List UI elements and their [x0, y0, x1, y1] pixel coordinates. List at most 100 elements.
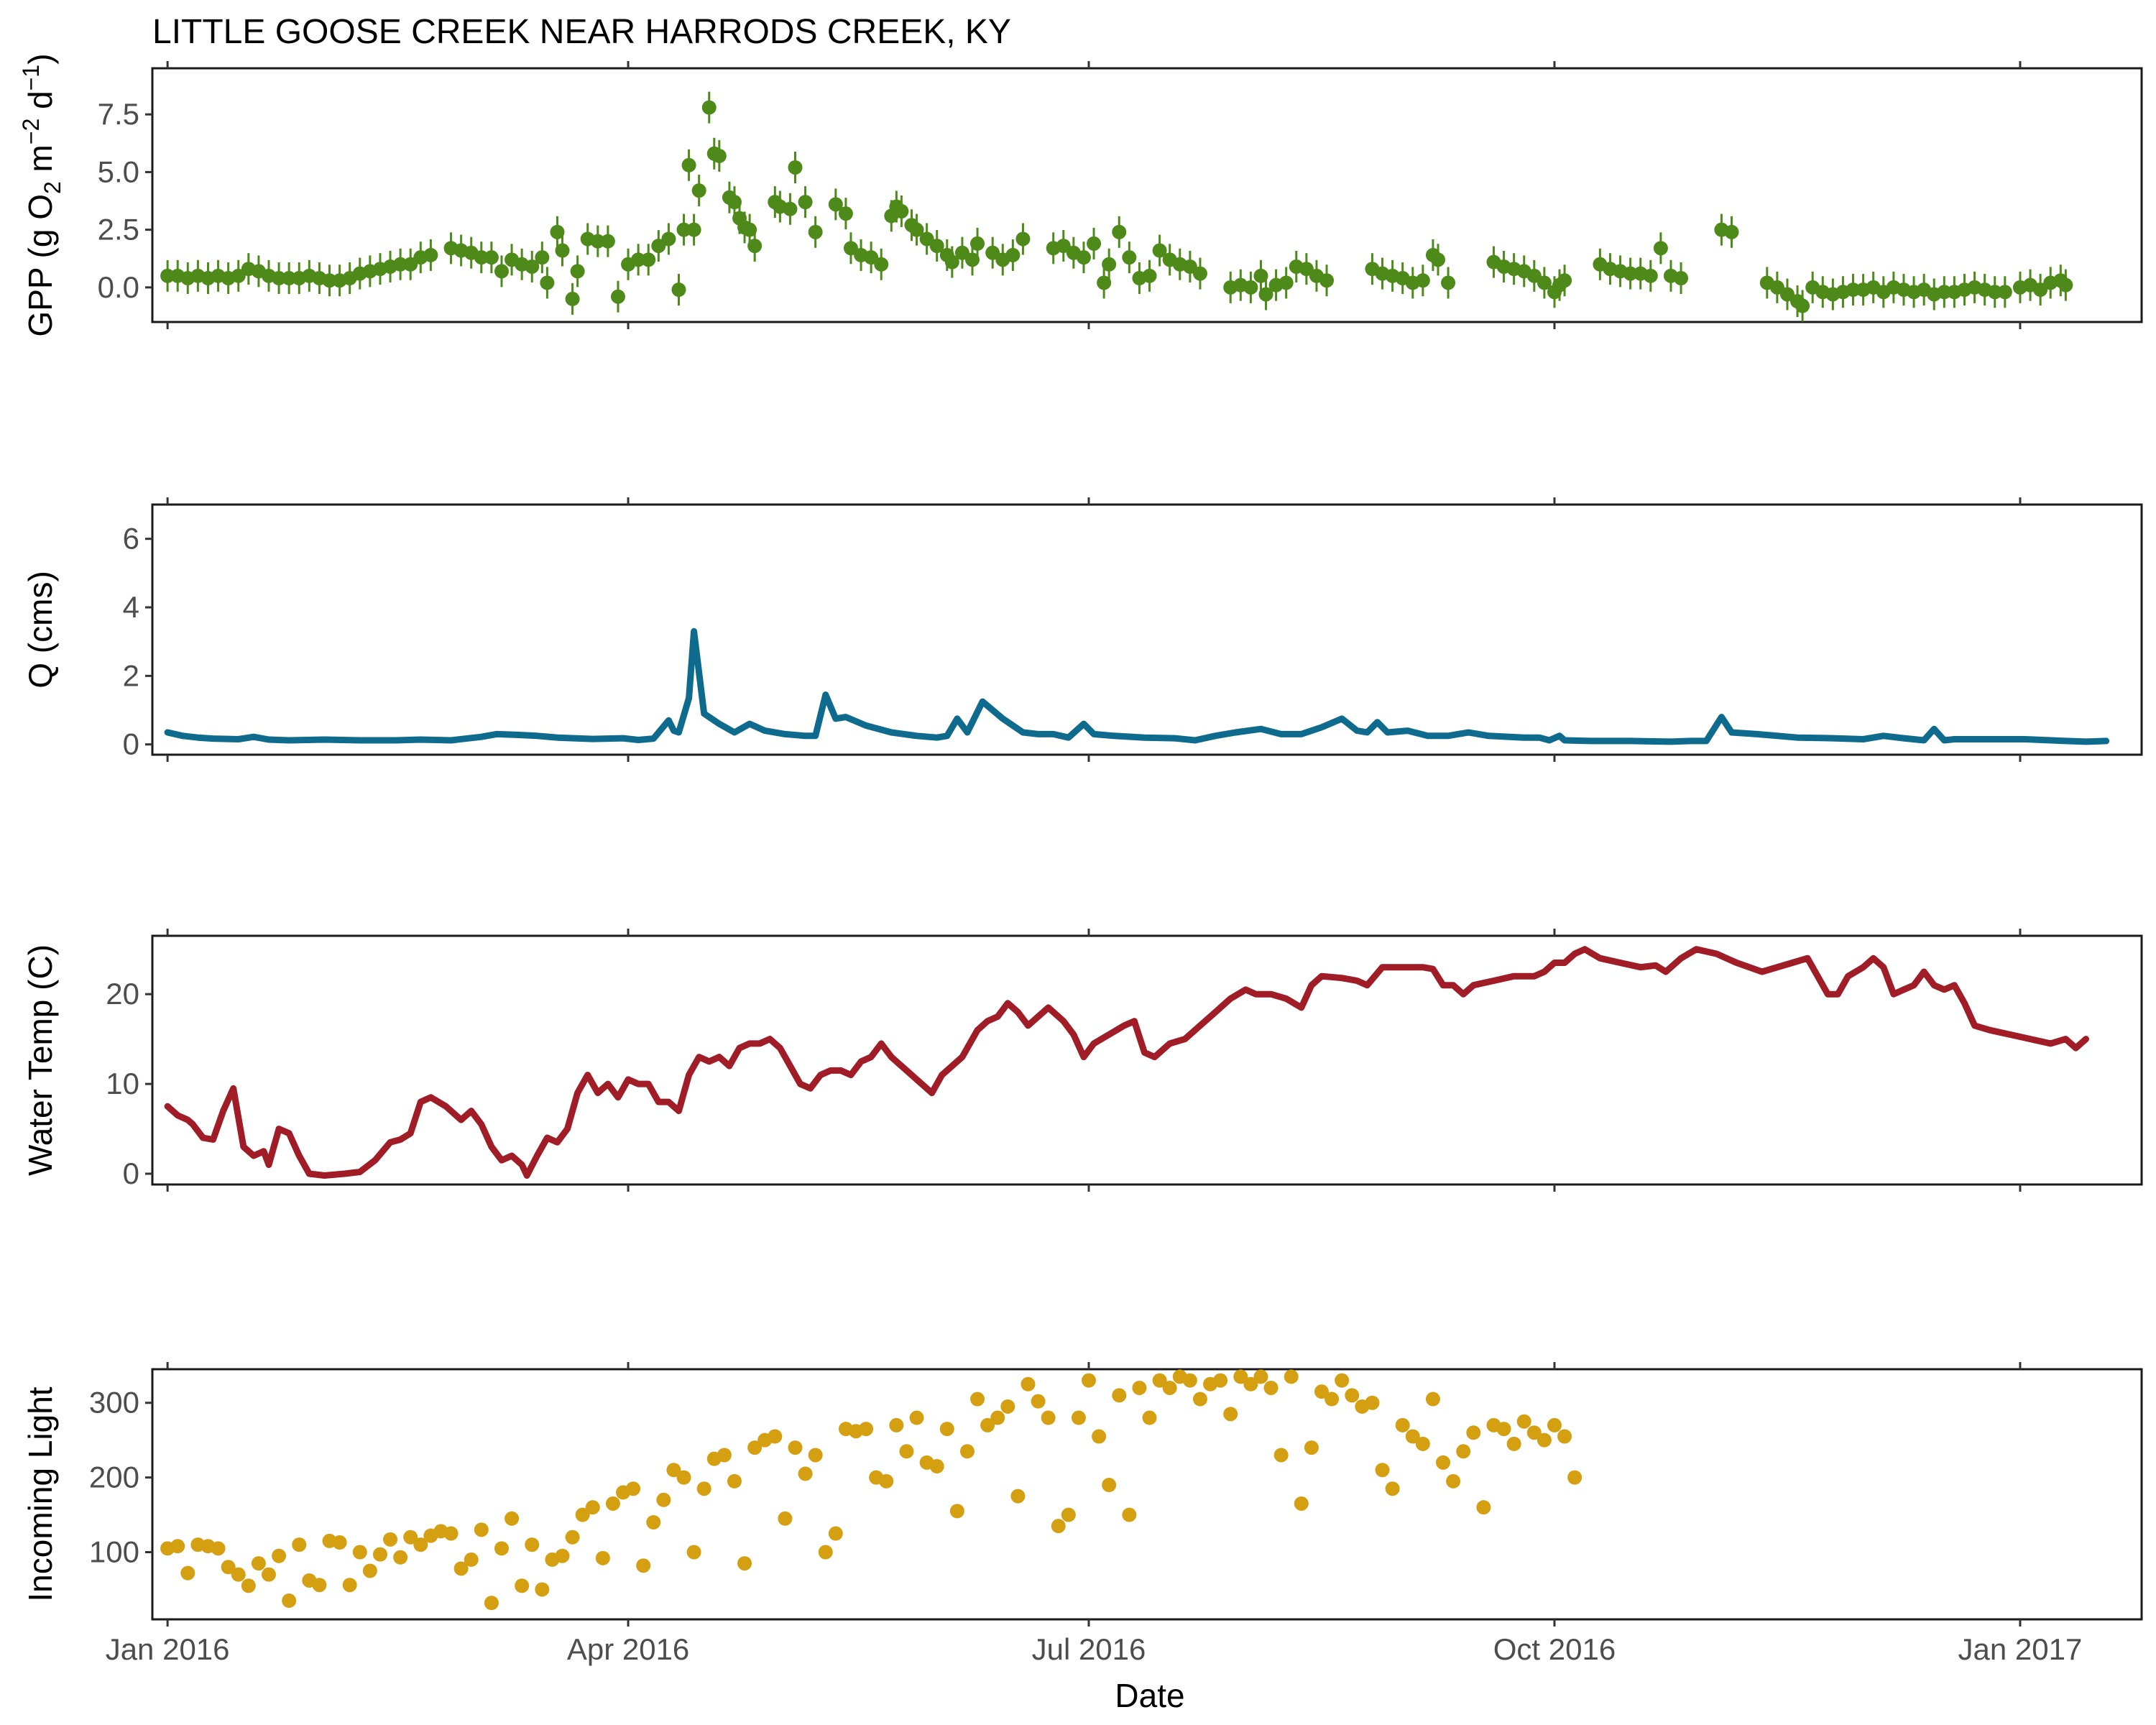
data-point-light	[676, 1470, 691, 1485]
data-point-gpp	[1015, 231, 1031, 247]
data-point-light	[221, 1560, 236, 1575]
data-point-light	[535, 1582, 550, 1597]
data-point-gpp	[494, 264, 509, 279]
data-point-light	[696, 1481, 711, 1496]
data-point-gpp	[555, 243, 570, 258]
data-point-light	[272, 1548, 287, 1563]
data-point-gpp	[1769, 280, 1784, 295]
data-point-gpp	[423, 247, 438, 262]
data-point-gpp	[919, 231, 934, 247]
data-point-light	[828, 1526, 843, 1541]
data-point-gpp	[985, 245, 1000, 260]
data-point-light	[1547, 1417, 1562, 1432]
data-point-light	[484, 1596, 499, 1611]
data-point-gpp	[808, 224, 823, 239]
data-point-light	[1526, 1425, 1542, 1440]
data-point-gpp	[1526, 268, 1542, 283]
data-point-light	[646, 1514, 661, 1530]
data-point-light	[1263, 1380, 1279, 1395]
y-axis-label-part: d	[22, 91, 59, 118]
y-axis-label-part: )	[22, 53, 59, 64]
data-point-gpp	[1441, 275, 1456, 290]
data-point-light	[1152, 1373, 1167, 1388]
series-line-temp	[164, 946, 2089, 1179]
data-point-gpp	[864, 250, 879, 265]
data-point-light	[332, 1535, 347, 1550]
data-point-light	[1436, 1455, 1451, 1470]
data-point-gpp	[1846, 282, 1861, 298]
data-point-gpp	[1643, 268, 1658, 283]
data-point-gpp	[1112, 224, 1127, 239]
y-axis-label-part: GPP (g O	[22, 194, 59, 337]
data-point-light	[1243, 1376, 1258, 1392]
data-point-gpp	[1122, 250, 1137, 265]
data-point-gpp	[701, 100, 717, 115]
data-point-light	[1010, 1489, 1026, 1504]
data-point-light	[788, 1440, 803, 1455]
data-point-light	[1314, 1384, 1329, 1399]
panel-gpp: 0.0 2.5 5.0 7.5 GPP (g O2 m−2 d−1)	[18, 53, 2143, 337]
data-point-gpp	[783, 201, 798, 216]
data-point-light	[1284, 1369, 1299, 1384]
data-point-gpp	[1299, 262, 1314, 277]
data-point-light	[251, 1556, 266, 1571]
data-point-gpp	[1674, 271, 1689, 286]
data-point-gpp	[550, 224, 565, 239]
data-point-gpp	[231, 268, 246, 283]
data-point-light	[605, 1496, 620, 1511]
data-point-light	[372, 1547, 387, 1562]
data-point-light	[1466, 1425, 1481, 1440]
data-point-gpp	[965, 252, 980, 267]
data-point-gpp	[1087, 236, 1102, 251]
y-tick-label: 20	[106, 977, 139, 1011]
data-point-gpp	[590, 234, 605, 249]
data-point-gpp	[1653, 241, 1668, 256]
y-tick-label: 100	[89, 1535, 139, 1569]
data-point-gpp	[661, 231, 676, 247]
data-point-light	[241, 1578, 256, 1593]
data-point-light	[1162, 1380, 1177, 1395]
data-point-light	[1415, 1436, 1430, 1451]
data-point-gpp	[570, 264, 585, 279]
series-line-q	[164, 627, 2110, 745]
y-tick-label: 2.5	[98, 213, 139, 247]
data-point-light	[180, 1565, 195, 1581]
data-point-gpp	[474, 250, 489, 265]
data-point-light	[383, 1532, 398, 1547]
data-point-light	[970, 1392, 985, 1407]
data-point-light	[292, 1537, 307, 1552]
data-point-light	[1425, 1392, 1440, 1407]
data-point-gpp	[1724, 224, 1739, 239]
data-point-light	[737, 1556, 752, 1571]
data-point-light	[1021, 1376, 1036, 1392]
data-point-light	[1476, 1500, 1491, 1515]
panel-frame-gpp	[151, 67, 2143, 323]
data-point-light	[818, 1545, 833, 1560]
data-point-light	[1395, 1417, 1410, 1432]
data-point-light	[1233, 1369, 1248, 1384]
data-point-light	[1223, 1407, 1238, 1422]
y-tick-label: 2	[123, 658, 139, 692]
data-point-gpp	[641, 252, 656, 267]
data-point-light	[909, 1410, 924, 1425]
data-point-gpp	[651, 239, 666, 254]
data-point-light	[1405, 1429, 1420, 1444]
data-point-light	[929, 1459, 944, 1474]
data-point-gpp	[691, 183, 706, 198]
data-point-gpp	[160, 268, 175, 283]
data-point-light	[515, 1578, 530, 1593]
data-point-gpp	[1997, 285, 2012, 300]
y-tick-label: 7.5	[98, 97, 139, 131]
data-point-light	[1000, 1399, 1015, 1414]
data-point-light	[494, 1541, 509, 1556]
data-point-gpp	[1430, 252, 1445, 267]
y-tick-label: 5.0	[98, 155, 139, 188]
y-tick-label: 4	[123, 590, 139, 624]
data-point-gpp	[970, 236, 985, 251]
data-point-light	[211, 1541, 226, 1556]
data-point-light	[1082, 1373, 1097, 1388]
chart-title: LITTLE GOOSE CREEK NEAR HARRODS CREEK, K…	[152, 13, 1011, 51]
data-point-light	[939, 1422, 954, 1437]
data-point-gpp	[727, 195, 742, 210]
